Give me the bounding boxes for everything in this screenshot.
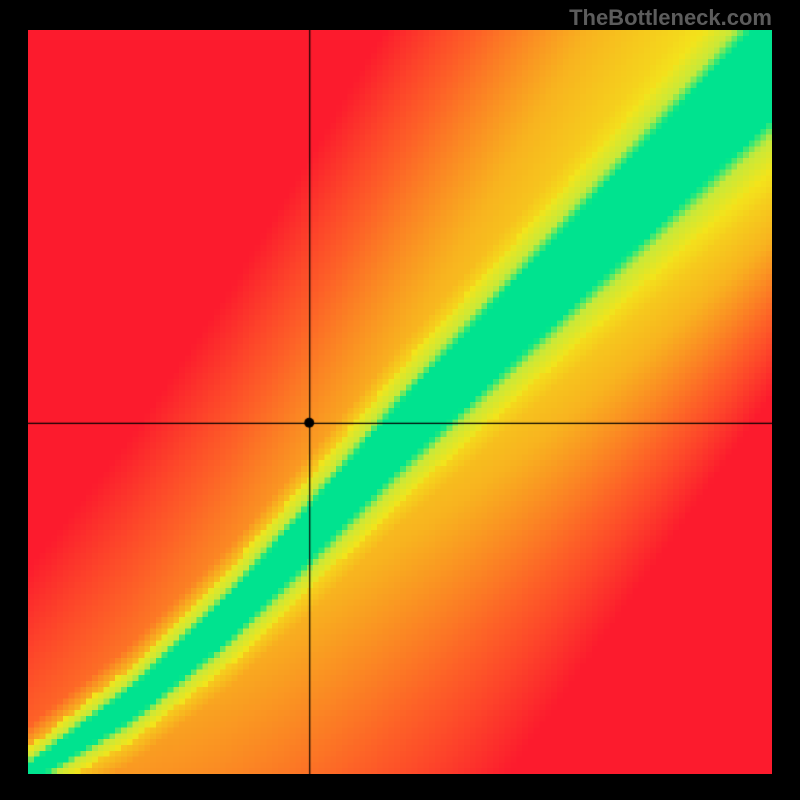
source-watermark: TheBottleneck.com (569, 5, 772, 31)
chart-container: TheBottleneck.com (0, 0, 800, 800)
bottleneck-heatmap (28, 30, 772, 774)
